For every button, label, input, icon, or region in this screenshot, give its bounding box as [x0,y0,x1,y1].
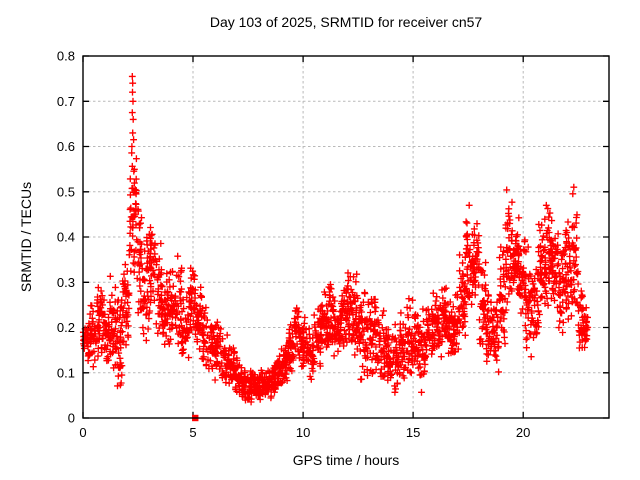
x-axis-label: GPS time / hours [292,452,400,468]
chart-title: Day 103 of 2025, SRMTID for receiver cn5… [209,14,483,30]
y-tick-label: 0.3 [57,275,75,290]
scatter-points [79,73,592,406]
y-tick-label: 0.5 [57,184,75,199]
y-tick-label: 0.2 [57,320,75,335]
x-tick-label: 10 [296,425,310,440]
x-tick-label: 15 [406,425,420,440]
y-tick-label: 0.4 [57,230,75,245]
y-tick-label: 0.7 [57,94,75,109]
x-tick-label: 20 [516,425,530,440]
x-tick-label: 0 [79,425,86,440]
y-tick-label: 0 [68,411,75,426]
y-tick-label: 0.1 [57,365,75,380]
plot-border [82,55,610,419]
y-tick-label: 0.8 [57,49,75,64]
y-tick-label: 0.6 [57,139,75,154]
x-tick-label: 5 [189,425,196,440]
gridlines [83,56,609,418]
